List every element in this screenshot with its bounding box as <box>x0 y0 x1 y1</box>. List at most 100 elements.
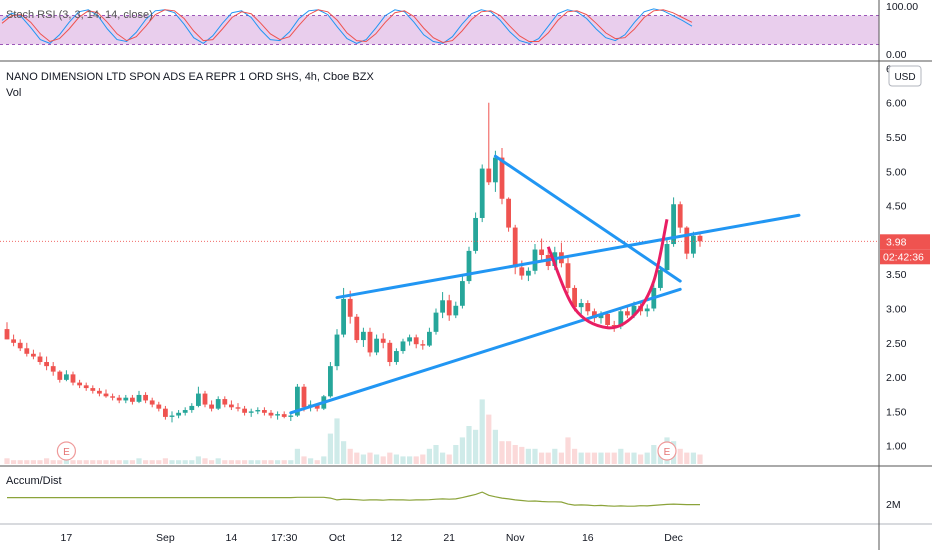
candle-body <box>248 411 254 413</box>
candle-body <box>262 410 267 413</box>
volume-bar <box>136 458 142 464</box>
candle <box>658 265 663 291</box>
candle <box>275 411 280 420</box>
volume-bar <box>374 454 380 464</box>
candle <box>169 411 175 423</box>
candle-body <box>169 415 175 417</box>
candle <box>262 407 267 416</box>
stoch-k-line <box>1 8 693 45</box>
volume-bar <box>413 456 419 464</box>
candle <box>328 362 333 398</box>
candle-body <box>116 397 122 401</box>
candle-body <box>176 412 181 416</box>
candle-body <box>592 311 597 319</box>
cup-pattern-curve[interactable] <box>546 219 669 330</box>
volume-bar <box>618 448 624 464</box>
falling-resistance-line[interactable] <box>493 154 682 283</box>
candle-body <box>585 303 591 312</box>
candle <box>499 148 505 205</box>
candle-body <box>156 404 162 409</box>
candle <box>354 314 360 343</box>
volume-bar <box>103 460 109 464</box>
candle <box>64 370 69 382</box>
time-axis-label: 12 <box>391 532 403 544</box>
volume-bar <box>354 452 360 464</box>
countdown-box <box>880 249 930 265</box>
candle <box>486 102 492 186</box>
candle <box>70 371 76 386</box>
rising-support-line[interactable] <box>289 287 682 415</box>
volume-bar <box>420 454 426 464</box>
candle <box>625 307 630 319</box>
volume-bar <box>321 456 327 464</box>
volume-bar <box>558 452 564 464</box>
candle-body <box>532 249 538 271</box>
volume-bar <box>281 460 287 464</box>
candle <box>209 400 214 412</box>
candle-body <box>433 312 439 332</box>
volume-bar <box>182 460 188 464</box>
accum-dist-panel: Accum/Dist 2M <box>6 475 901 511</box>
candle-body <box>466 250 472 282</box>
candle-body <box>50 366 56 372</box>
currency-badge[interactable] <box>888 65 922 87</box>
volume-bar <box>512 445 518 464</box>
candle-body <box>44 362 49 367</box>
candle-body <box>413 337 419 345</box>
candle-body <box>446 300 452 316</box>
volume-bar <box>591 452 597 464</box>
candle-body <box>242 408 247 413</box>
volume-bar <box>638 454 644 464</box>
volume-bar <box>545 452 551 464</box>
volume-bar <box>492 429 498 464</box>
candle <box>242 405 247 416</box>
volume-bar <box>644 452 650 464</box>
volume-bar <box>367 452 373 464</box>
price-panel: E E NANO DIMENSION LTD SPON ADS EA REPR 1… <box>0 63 930 464</box>
upper-channel-line[interactable] <box>335 213 801 300</box>
volume-bar <box>202 458 208 464</box>
candle <box>526 267 531 282</box>
earnings-circle <box>657 441 677 461</box>
candle-body <box>658 270 663 288</box>
price-axis-tick: 2.50 <box>886 338 907 350</box>
volume-bar <box>407 456 413 464</box>
candle <box>90 385 96 394</box>
time-axis[interactable]: 17 Sep 14 17:30 Oct 12 21 Nov 16 Dec <box>61 532 683 544</box>
accum-axis-tick: 2M <box>886 499 901 511</box>
earnings-marker[interactable]: E <box>657 441 677 461</box>
candle <box>31 349 36 360</box>
candle <box>149 397 155 408</box>
candle-body <box>123 397 129 401</box>
candle <box>440 292 445 319</box>
last-price-value: 3.98 <box>886 236 907 248</box>
candle-body <box>460 281 465 306</box>
candle-body <box>697 235 703 242</box>
candle-body <box>268 412 274 416</box>
time-axis-label: Nov <box>506 532 525 544</box>
candle-body <box>328 366 333 397</box>
candle-body <box>229 404 234 408</box>
candle <box>677 201 683 234</box>
candle-body <box>598 314 604 319</box>
volume-bar <box>169 460 175 464</box>
volume-bar <box>677 448 683 464</box>
candle <box>189 403 195 413</box>
volume-bar <box>242 460 248 464</box>
volume-bar <box>4 458 10 464</box>
candle <box>215 396 221 411</box>
volume-bar <box>440 452 446 464</box>
accum-dist-line <box>7 491 700 507</box>
volume-bar <box>162 458 168 464</box>
volume-bar <box>268 460 274 464</box>
candle <box>229 400 234 411</box>
volume-bar <box>400 456 406 464</box>
candle-body <box>453 305 459 316</box>
volume-bar <box>473 429 479 464</box>
candle-body <box>288 415 294 417</box>
candle-body <box>103 393 109 397</box>
volume-bar <box>215 458 221 464</box>
earnings-marker[interactable]: E <box>56 441 77 461</box>
candle-body <box>136 394 142 402</box>
